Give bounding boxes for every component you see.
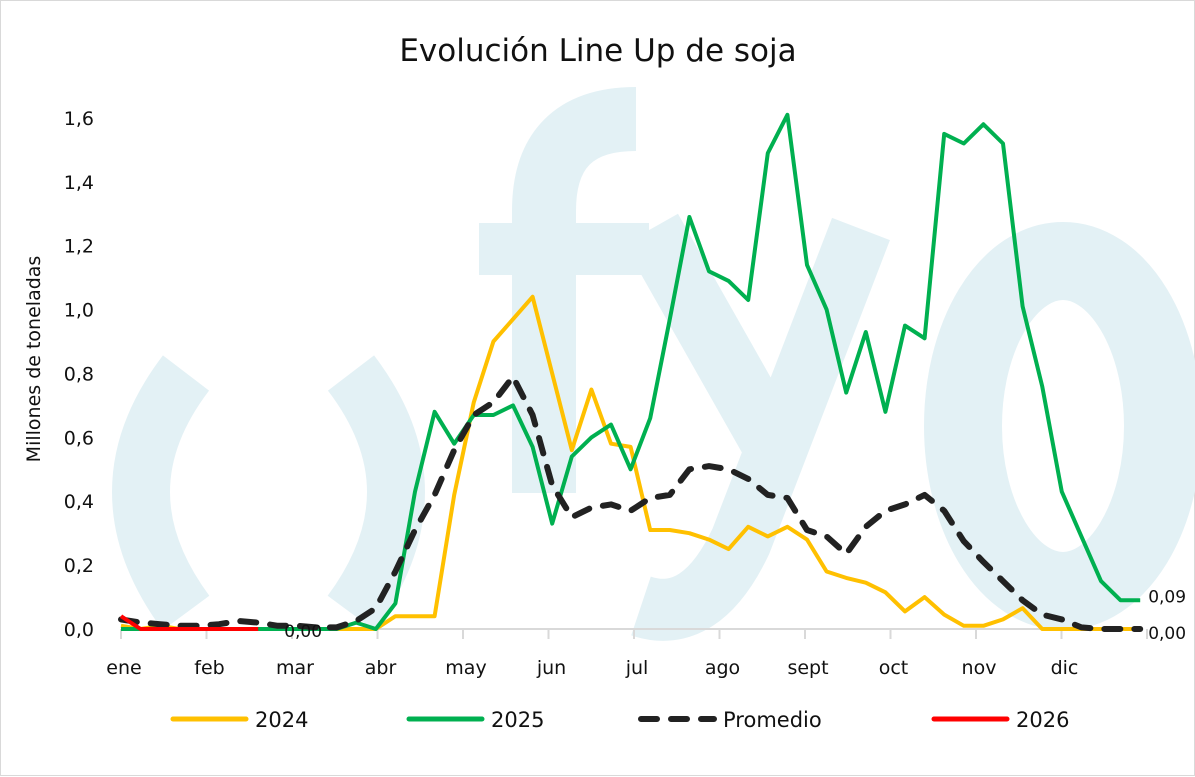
watermark-paren-left	[112, 355, 210, 631]
x-tick-label: oct	[879, 657, 909, 679]
watermark-letter-f-bar	[479, 223, 649, 275]
x-tick-label: jun	[536, 657, 566, 679]
y-axis-title: Millones de toneladas	[23, 256, 45, 463]
y-tick-label: 1,6	[64, 108, 94, 130]
series-line-2025	[121, 112, 1141, 631]
y-tick-label: 1,2	[64, 236, 94, 258]
watermark-letter-f	[512, 87, 638, 493]
watermark-letter-y-right	[631, 217, 890, 641]
series-line-2026	[119, 614, 259, 631]
x-tick-label: mar	[276, 657, 314, 679]
legend-label-2025: 2025	[491, 708, 544, 732]
data-label-promedio: 0,00	[1148, 624, 1186, 644]
x-tick-label: may	[445, 657, 486, 679]
legend-label-2026: 2026	[1016, 708, 1069, 732]
x-tick-label: ago	[705, 657, 740, 679]
legend-label-2024: 2024	[255, 708, 308, 732]
y-tick-label: 1,4	[64, 172, 94, 194]
x-tick-label: feb	[194, 657, 224, 679]
watermark-paren-right	[327, 355, 425, 631]
x-tick-label: dic	[1051, 657, 1079, 679]
data-label-2025: 0,09	[1148, 587, 1186, 607]
chart-title: Evolución Line Up de soja	[399, 33, 796, 69]
y-tick-label: 0,0	[64, 619, 94, 641]
y-tick-label: 0,2	[64, 555, 94, 577]
fyo-watermark-logo	[112, 87, 1195, 641]
watermark-letter-y-left	[624, 213, 798, 457]
legend-label-promedio: Promedio	[723, 708, 822, 732]
y-tick-label: 0,8	[64, 363, 94, 385]
x-tick-label: ene	[106, 657, 141, 679]
y-tick-label: 1,0	[64, 300, 94, 322]
series-line-promedio	[118, 373, 1144, 632]
y-tick-label: 0,6	[64, 427, 94, 449]
data-label-2026: 0,00	[284, 622, 322, 642]
y-tick-label: 0,4	[64, 491, 94, 513]
x-tick-label: sept	[787, 657, 828, 679]
x-tick-label: nov	[962, 657, 997, 679]
x-tick-label: jul	[625, 657, 649, 679]
watermark-letter-o	[924, 222, 1195, 630]
x-tick-label: abr	[365, 657, 397, 679]
